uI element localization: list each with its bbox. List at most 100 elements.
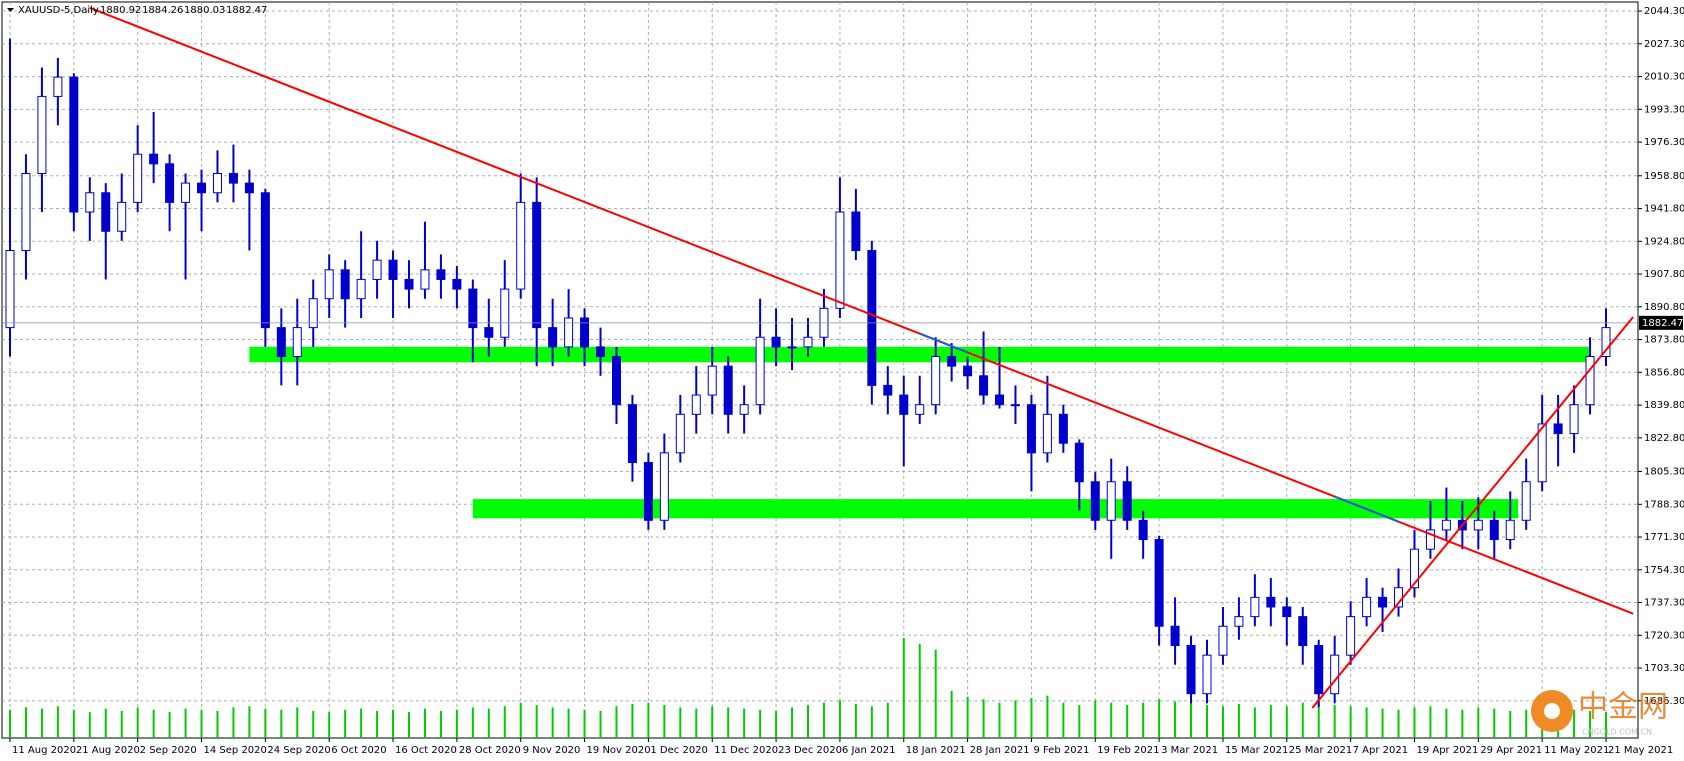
watermark: 中金网 CNGOLD.COM.CN [1531,690,1668,737]
candle-body [580,317,590,348]
x-tick-label: 9 Nov 2020 [523,745,581,756]
volume-bar [822,702,825,738]
candle-body [1010,404,1020,407]
candle-body [1202,654,1212,695]
volume-bar [152,709,155,738]
candle-body [197,182,207,194]
candle-body [915,404,925,415]
candle-body [979,375,989,396]
x-tick-label: 19 Nov 2020 [587,745,651,756]
volume-bar [615,706,618,738]
y-tick-label: 1754.30 [1644,565,1684,576]
volume-bar [1317,701,1320,738]
volume-bar [1142,702,1145,738]
volume-bar [9,709,11,738]
candle-body [691,394,701,415]
x-tick-label: 11 Aug 2020 [12,745,76,756]
y-tick-label: 1941.80 [1644,204,1684,215]
candle-body [1234,616,1244,627]
x-tick-label: 19 Feb 2021 [1097,745,1159,756]
candle-body [995,394,1005,406]
volume-bar [1110,702,1113,738]
x-tick-label: 25 Mar 2021 [1289,745,1352,756]
candle-body [1154,539,1164,627]
y-tick-label: 2027.30 [1644,39,1684,50]
volume-bar [216,710,219,738]
y-tick-label: 1686.30 [1644,696,1684,707]
volume-bar [599,710,602,738]
candle-body [324,269,334,300]
candle-body [1425,529,1435,550]
candle-body [1218,625,1228,656]
trendline [919,332,968,354]
candle-body [851,211,861,252]
candle-body [707,365,717,396]
y-tick-label: 1737.30 [1644,598,1684,609]
x-tick-label: 7 Apr 2021 [1353,745,1408,756]
volume-bar [631,703,634,738]
x-tick-label: 1 Dec 2020 [650,745,708,756]
volume-bar [296,707,299,738]
last-bar-value: 1884.26 [142,5,183,16]
volume-bar [535,705,538,738]
candle-body [867,250,877,386]
volume-bar [1190,702,1193,738]
candle-body [659,452,669,521]
y-tick-label: 1822.80 [1644,433,1684,444]
volume-bar [1381,708,1384,738]
volume-bar [870,706,873,738]
y-tick-label: 2010.30 [1644,72,1684,83]
volume-bar [583,709,586,738]
volume-bar [120,710,123,738]
candle-body [1282,606,1292,618]
volume-bar [695,708,698,738]
volume-bar [775,710,778,738]
volume-bar [759,709,762,738]
volume-bar [72,709,75,738]
candle-body [947,356,957,367]
volume-bar [663,705,666,738]
plot-frame [1,1,1639,739]
candle-body [276,327,286,358]
volume-bar [1349,706,1352,738]
x-tick-label: 19 Apr 2021 [1416,745,1478,756]
candle-body [1409,548,1419,589]
volume-bar [1301,702,1304,738]
x-tick-label: 28 Oct 2020 [459,745,521,756]
x-tick-label: 9 Feb 2021 [1033,745,1089,756]
candle-body [436,269,446,280]
volume-bar [647,702,650,738]
candle-body [468,288,478,329]
candle-body [21,172,31,252]
candle-body [1585,356,1595,406]
candle-body [420,269,430,290]
volume-bar [1365,707,1368,738]
candle-body [1553,423,1563,435]
volume-bar [1062,702,1065,738]
x-tick-label: 21 May 2021 [1608,745,1673,756]
x-tick-label: 11 May 2021 [1544,745,1609,756]
volume-bar [918,643,921,738]
y-tick-label: 1976.30 [1644,137,1684,148]
volume-bar [727,707,730,738]
y-tick-label: 2044.30 [1644,6,1684,17]
volume-bar [1333,705,1336,738]
volume-bar [408,712,410,738]
candle-body [1250,596,1260,618]
candle-body [1330,654,1340,695]
y-tick-label: 1856.80 [1644,367,1684,378]
volume-bar [1126,705,1129,738]
volume-bar [104,708,107,738]
x-tick-label: 24 Sep 2020 [267,745,330,756]
volume-bar [184,708,187,738]
candle-body [835,211,845,309]
candle-body [212,172,222,194]
candle-body [85,192,95,213]
volume-bar [376,710,379,738]
volume-bar [966,696,969,738]
y-tick-label: 1907.80 [1644,269,1684,280]
volume-bar [200,709,203,738]
candle-body [5,250,15,329]
volume-bar [1573,709,1576,738]
volume-bar [344,709,347,738]
